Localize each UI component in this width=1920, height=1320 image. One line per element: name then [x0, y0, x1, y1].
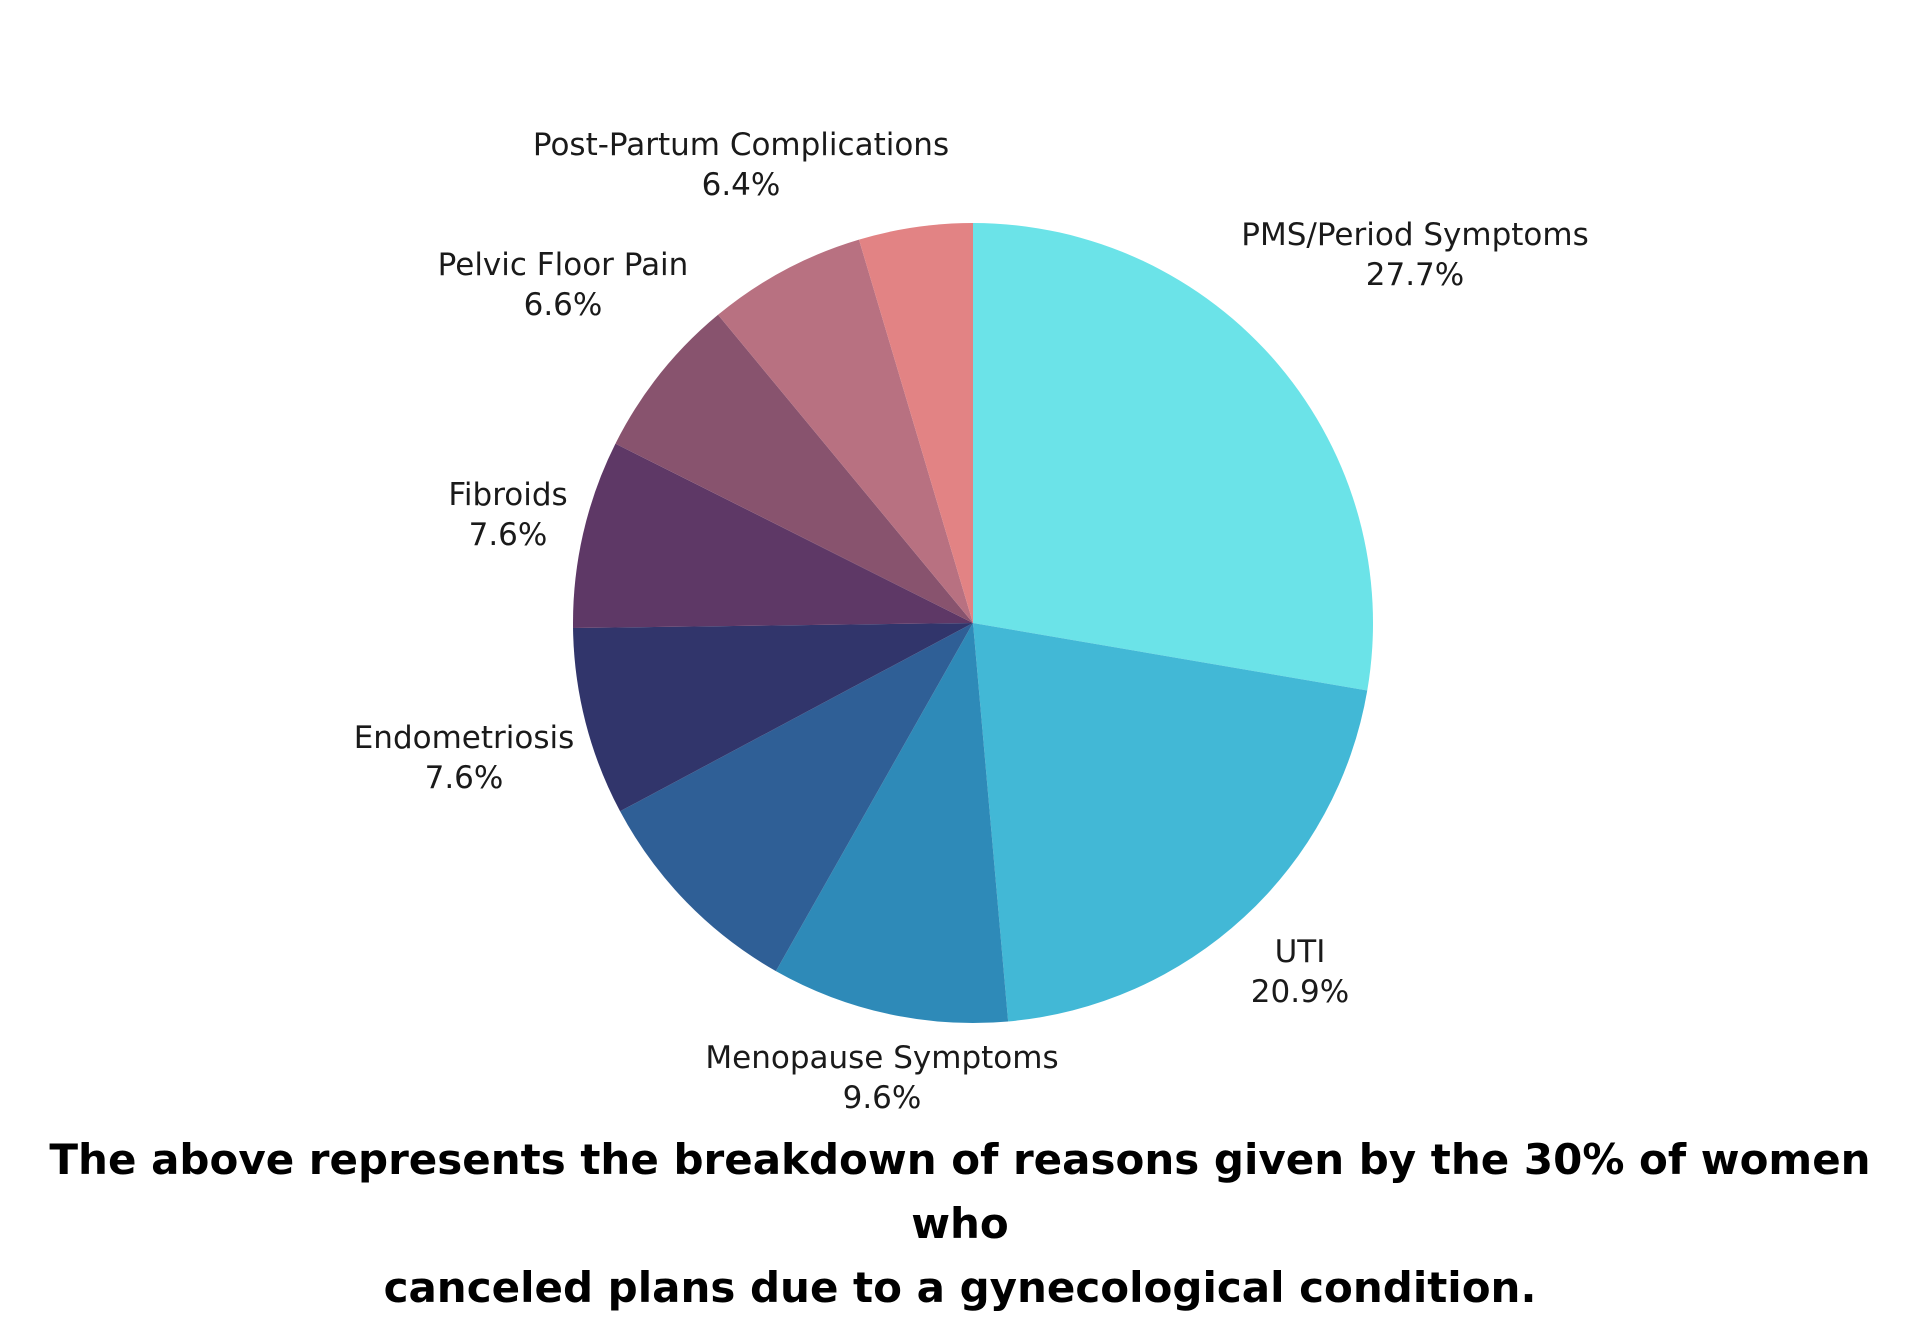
pie-slice [973, 623, 1368, 1022]
caption-line-2: canceled plans due to a gynecological co… [383, 1263, 1537, 1312]
slice-value-label: 6.4% [702, 167, 781, 203]
slice-label: Fibroids [448, 477, 567, 513]
pie-slice [775, 623, 1009, 1023]
pie-slice [718, 239, 973, 623]
slice-label: Menopause Symptoms [705, 1040, 1058, 1076]
slice-label: Endometriosis [354, 720, 575, 756]
slice-value-label: 27.7% [1366, 257, 1464, 293]
slice-label: Post-Partum Complications [533, 127, 949, 163]
slice-label: Pelvic Floor Pain [438, 247, 689, 283]
pie-slice [858, 223, 973, 623]
caption-line-1: The above represents the breakdown of re… [49, 1135, 1871, 1248]
pie-chart: PMS/Period Symptoms 27.7% UTI 20.9% Menopaus… [354, 127, 1589, 1116]
slice-label: UTI [1275, 934, 1326, 970]
pie-slices [572, 223, 1374, 1023]
pie-slice [573, 623, 973, 812]
slice-value-label: 7.6% [425, 760, 504, 796]
pie-labels: PMS/Period Symptoms 27.7% UTI 20.9% Menopaus… [354, 127, 1589, 1116]
slice-label: PMS/Period Symptoms [1241, 217, 1588, 253]
slice-value-label: 9.6% [843, 1080, 922, 1116]
slice-value-label: 6.6% [524, 287, 603, 323]
pie-slice [973, 223, 1374, 691]
slice-value-label: 7.6% [469, 517, 548, 553]
chart-caption: The above represents the breakdown of re… [40, 1128, 1880, 1320]
pie-slice [615, 314, 973, 623]
pie-slice [620, 623, 973, 972]
slice-value-label: 20.9% [1251, 974, 1349, 1010]
pie-slice [572, 443, 973, 629]
